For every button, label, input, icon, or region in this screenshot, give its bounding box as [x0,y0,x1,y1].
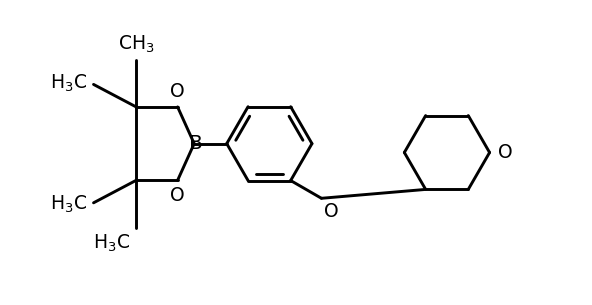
Text: O: O [324,202,339,221]
Text: CH$_3$: CH$_3$ [118,34,155,55]
Text: B: B [189,134,203,153]
Text: O: O [170,82,185,101]
Text: H$_3$C: H$_3$C [50,193,88,215]
Text: H$_3$C: H$_3$C [93,232,130,254]
Text: H$_3$C: H$_3$C [50,73,88,94]
Text: O: O [498,143,513,162]
Text: O: O [170,186,185,205]
